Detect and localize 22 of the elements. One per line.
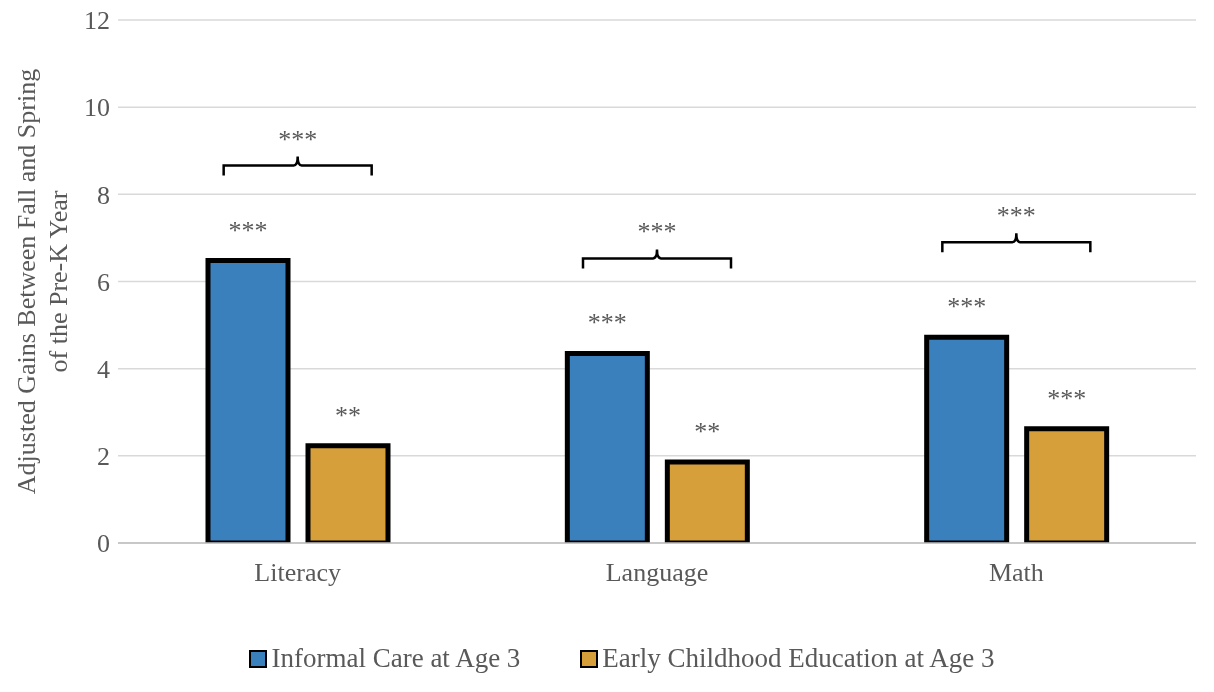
data-label: *** xyxy=(947,292,987,322)
y-axis-title: Adjusted Gains Between Fall and Spring of the Pre-K Year xyxy=(12,68,73,495)
data-label: ** xyxy=(694,416,721,446)
y-tick-label: 6 xyxy=(97,267,110,297)
annotation: *** xyxy=(637,217,677,247)
y-tick-label: 12 xyxy=(84,6,110,36)
x-tick-label: Math xyxy=(988,558,1044,588)
y-tick-label: 0 xyxy=(97,529,110,559)
data-label: ** xyxy=(335,400,361,430)
data-label: *** xyxy=(1047,383,1087,413)
x-tick-label: Language xyxy=(605,558,709,588)
y-tick-label: 10 xyxy=(84,93,110,123)
annotation: *** xyxy=(278,124,318,154)
annotation: *** xyxy=(996,201,1036,231)
y-tick-label: 8 xyxy=(97,180,110,210)
legend-label: Early Childhood Education at Age 3 xyxy=(602,643,995,674)
data-label: *** xyxy=(228,215,268,245)
y-tick-label: 2 xyxy=(97,442,110,472)
legend-label: Informal Care at Age 3 xyxy=(271,643,521,674)
data-label: *** xyxy=(587,308,627,338)
y-tick-label: 4 xyxy=(97,354,110,384)
x-tick-label: Literacy xyxy=(254,558,341,588)
